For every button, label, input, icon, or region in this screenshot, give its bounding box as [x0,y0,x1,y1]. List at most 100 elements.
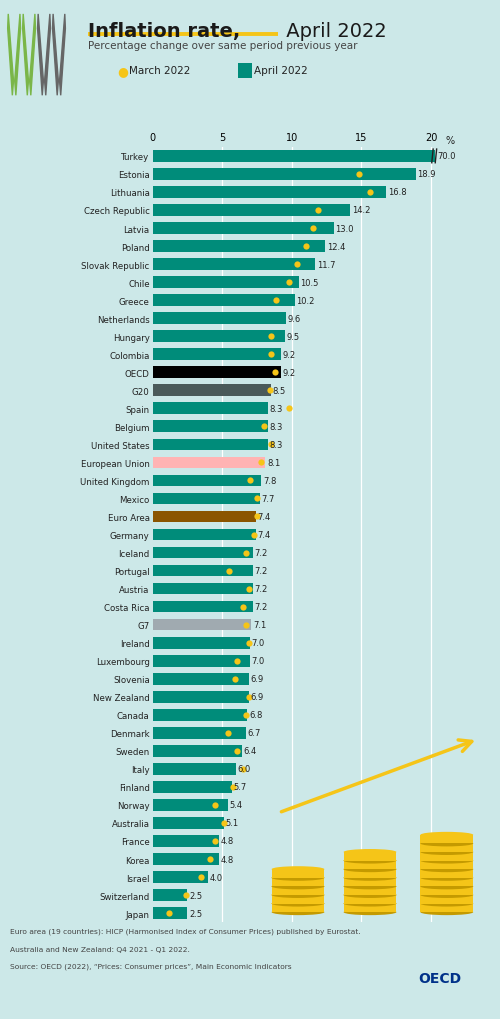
Bar [152,421,268,433]
Polygon shape [30,15,36,96]
Ellipse shape [344,901,396,907]
Bar [152,745,242,757]
Text: 6.9: 6.9 [250,675,264,684]
Text: 8.3: 8.3 [270,423,283,431]
Ellipse shape [344,875,396,880]
Bar [152,871,208,883]
Ellipse shape [272,892,324,898]
Ellipse shape [344,883,396,890]
Ellipse shape [420,875,473,880]
Bar [344,852,396,861]
Bar [152,205,350,217]
Ellipse shape [272,892,324,898]
Bar [420,835,473,844]
Ellipse shape [344,866,396,872]
Text: 6.0: 6.0 [238,764,251,773]
Text: OECD: OECD [418,971,462,985]
Bar [152,385,271,396]
Text: %: % [446,136,455,146]
Bar [344,861,396,869]
Bar [272,869,324,878]
Ellipse shape [420,901,473,907]
Bar [152,439,268,450]
Bar [152,907,188,919]
Bar [152,763,236,775]
Bar [420,861,473,869]
Bar [420,852,473,861]
Bar [152,350,280,361]
Text: 8.5: 8.5 [272,386,286,395]
Ellipse shape [420,841,473,847]
Text: 7.4: 7.4 [257,531,270,539]
Text: 16.8: 16.8 [388,189,407,198]
Text: 4.0: 4.0 [210,872,223,881]
Text: 2.5: 2.5 [189,909,202,918]
Bar [152,493,260,504]
Text: Euro area (19 countries): HICP (Harmonised Index of Consumer Prices) published b: Euro area (19 countries): HICP (Harmonis… [10,927,360,933]
Bar [420,887,473,895]
Ellipse shape [420,892,473,898]
Bar [344,878,396,887]
Ellipse shape [420,858,473,864]
Ellipse shape [344,849,396,855]
Ellipse shape [344,875,396,880]
Text: 7.2: 7.2 [254,602,268,611]
Bar [152,313,286,325]
Text: 11.7: 11.7 [317,260,336,269]
Text: 7.0: 7.0 [252,639,265,647]
Ellipse shape [420,841,473,847]
Text: 7.2: 7.2 [254,585,268,593]
Ellipse shape [272,901,324,907]
Ellipse shape [420,833,473,838]
Ellipse shape [420,858,473,864]
Ellipse shape [344,892,396,898]
Bar [272,895,324,904]
Polygon shape [44,15,51,96]
Text: Inflation rate,: Inflation rate, [88,22,240,42]
Ellipse shape [420,866,473,872]
Bar [152,782,232,793]
Ellipse shape [344,901,396,907]
Ellipse shape [272,901,324,907]
Bar [420,895,473,904]
Text: Australia and New Zealand: Q4 2021 - Q1 2022.: Australia and New Zealand: Q4 2021 - Q1 … [10,946,190,952]
Bar [152,853,220,865]
Bar [152,529,256,541]
Ellipse shape [420,866,473,872]
Text: 6.8: 6.8 [249,710,262,719]
Text: 9.2: 9.2 [282,351,296,360]
Ellipse shape [344,909,396,915]
Text: 8.1: 8.1 [267,459,280,468]
Ellipse shape [272,883,324,890]
Bar [152,566,253,577]
Bar [420,869,473,878]
Bar [344,895,396,904]
Text: ●: ● [117,65,128,77]
Bar [344,887,396,895]
Bar [152,620,252,631]
Text: 7.1: 7.1 [253,621,266,630]
Bar [152,836,220,847]
Text: April 2022: April 2022 [254,66,308,76]
Text: March 2022: March 2022 [129,66,190,76]
Text: 7.2: 7.2 [254,567,268,576]
Text: 9.2: 9.2 [282,369,296,377]
Polygon shape [38,15,44,96]
Text: Source: OECD (2022), “Prices: Consumer prices”, Main Economic Indicators: Source: OECD (2022), “Prices: Consumer p… [10,963,292,969]
Text: 8.3: 8.3 [270,405,283,414]
Bar [152,728,246,739]
Ellipse shape [344,883,396,890]
Ellipse shape [272,866,324,872]
Text: 12.4: 12.4 [327,243,345,252]
Ellipse shape [420,883,473,890]
Bar [420,904,473,912]
Ellipse shape [344,892,396,898]
Text: 6.9: 6.9 [250,693,264,701]
Text: 10.2: 10.2 [296,297,314,306]
Bar [152,817,224,829]
Text: 2.5: 2.5 [189,891,202,900]
Bar [152,547,253,558]
Ellipse shape [344,866,396,872]
Text: 7.0: 7.0 [252,656,265,665]
Text: 13.0: 13.0 [335,224,353,233]
